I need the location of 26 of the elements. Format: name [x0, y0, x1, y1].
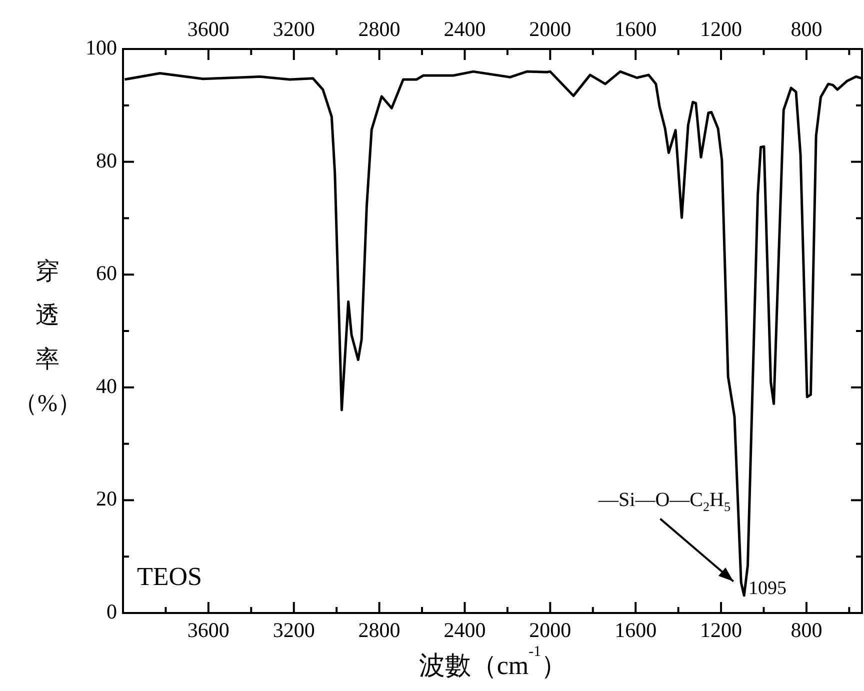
- x-axis-title: 波數（cm$^{-1}$）: [418, 644, 568, 682]
- annotation: TEOS: [137, 562, 202, 591]
- y-axis-title: 穿透率（%）: [12, 258, 82, 419]
- y-tick-label: 60: [96, 261, 117, 286]
- x2-tick-label: 2800: [358, 16, 400, 41]
- x2-tick-label: 2400: [444, 16, 486, 41]
- x2-tick-label: 3600: [187, 16, 230, 41]
- x-tick-label: 800: [790, 618, 822, 642]
- x-tick-label: 3200: [272, 618, 315, 642]
- x2-tick-label: 3200: [272, 16, 315, 41]
- x-tick-label: 1600: [614, 618, 657, 642]
- x-tick-label: 1200: [700, 618, 742, 642]
- x-tick-label: 2000: [529, 618, 572, 642]
- y-tick-label: 40: [96, 374, 117, 398]
- x-tick-label: 3600: [187, 618, 230, 642]
- x-tick-label: 2400: [444, 618, 486, 642]
- annotation: 1095: [748, 578, 786, 600]
- y-tick-label: 20: [96, 486, 117, 511]
- x2-tick-label: 1200: [700, 16, 742, 41]
- y-tick-label: 80: [96, 148, 117, 172]
- y-tick-label: 100: [86, 36, 117, 60]
- y-tick-label: 0: [106, 600, 117, 624]
- x2-tick-label: 1600: [614, 16, 657, 41]
- x2-tick-label: 2000: [529, 16, 572, 41]
- x2-tick-label: 800: [790, 16, 822, 41]
- x-tick-label: 2800: [358, 618, 400, 642]
